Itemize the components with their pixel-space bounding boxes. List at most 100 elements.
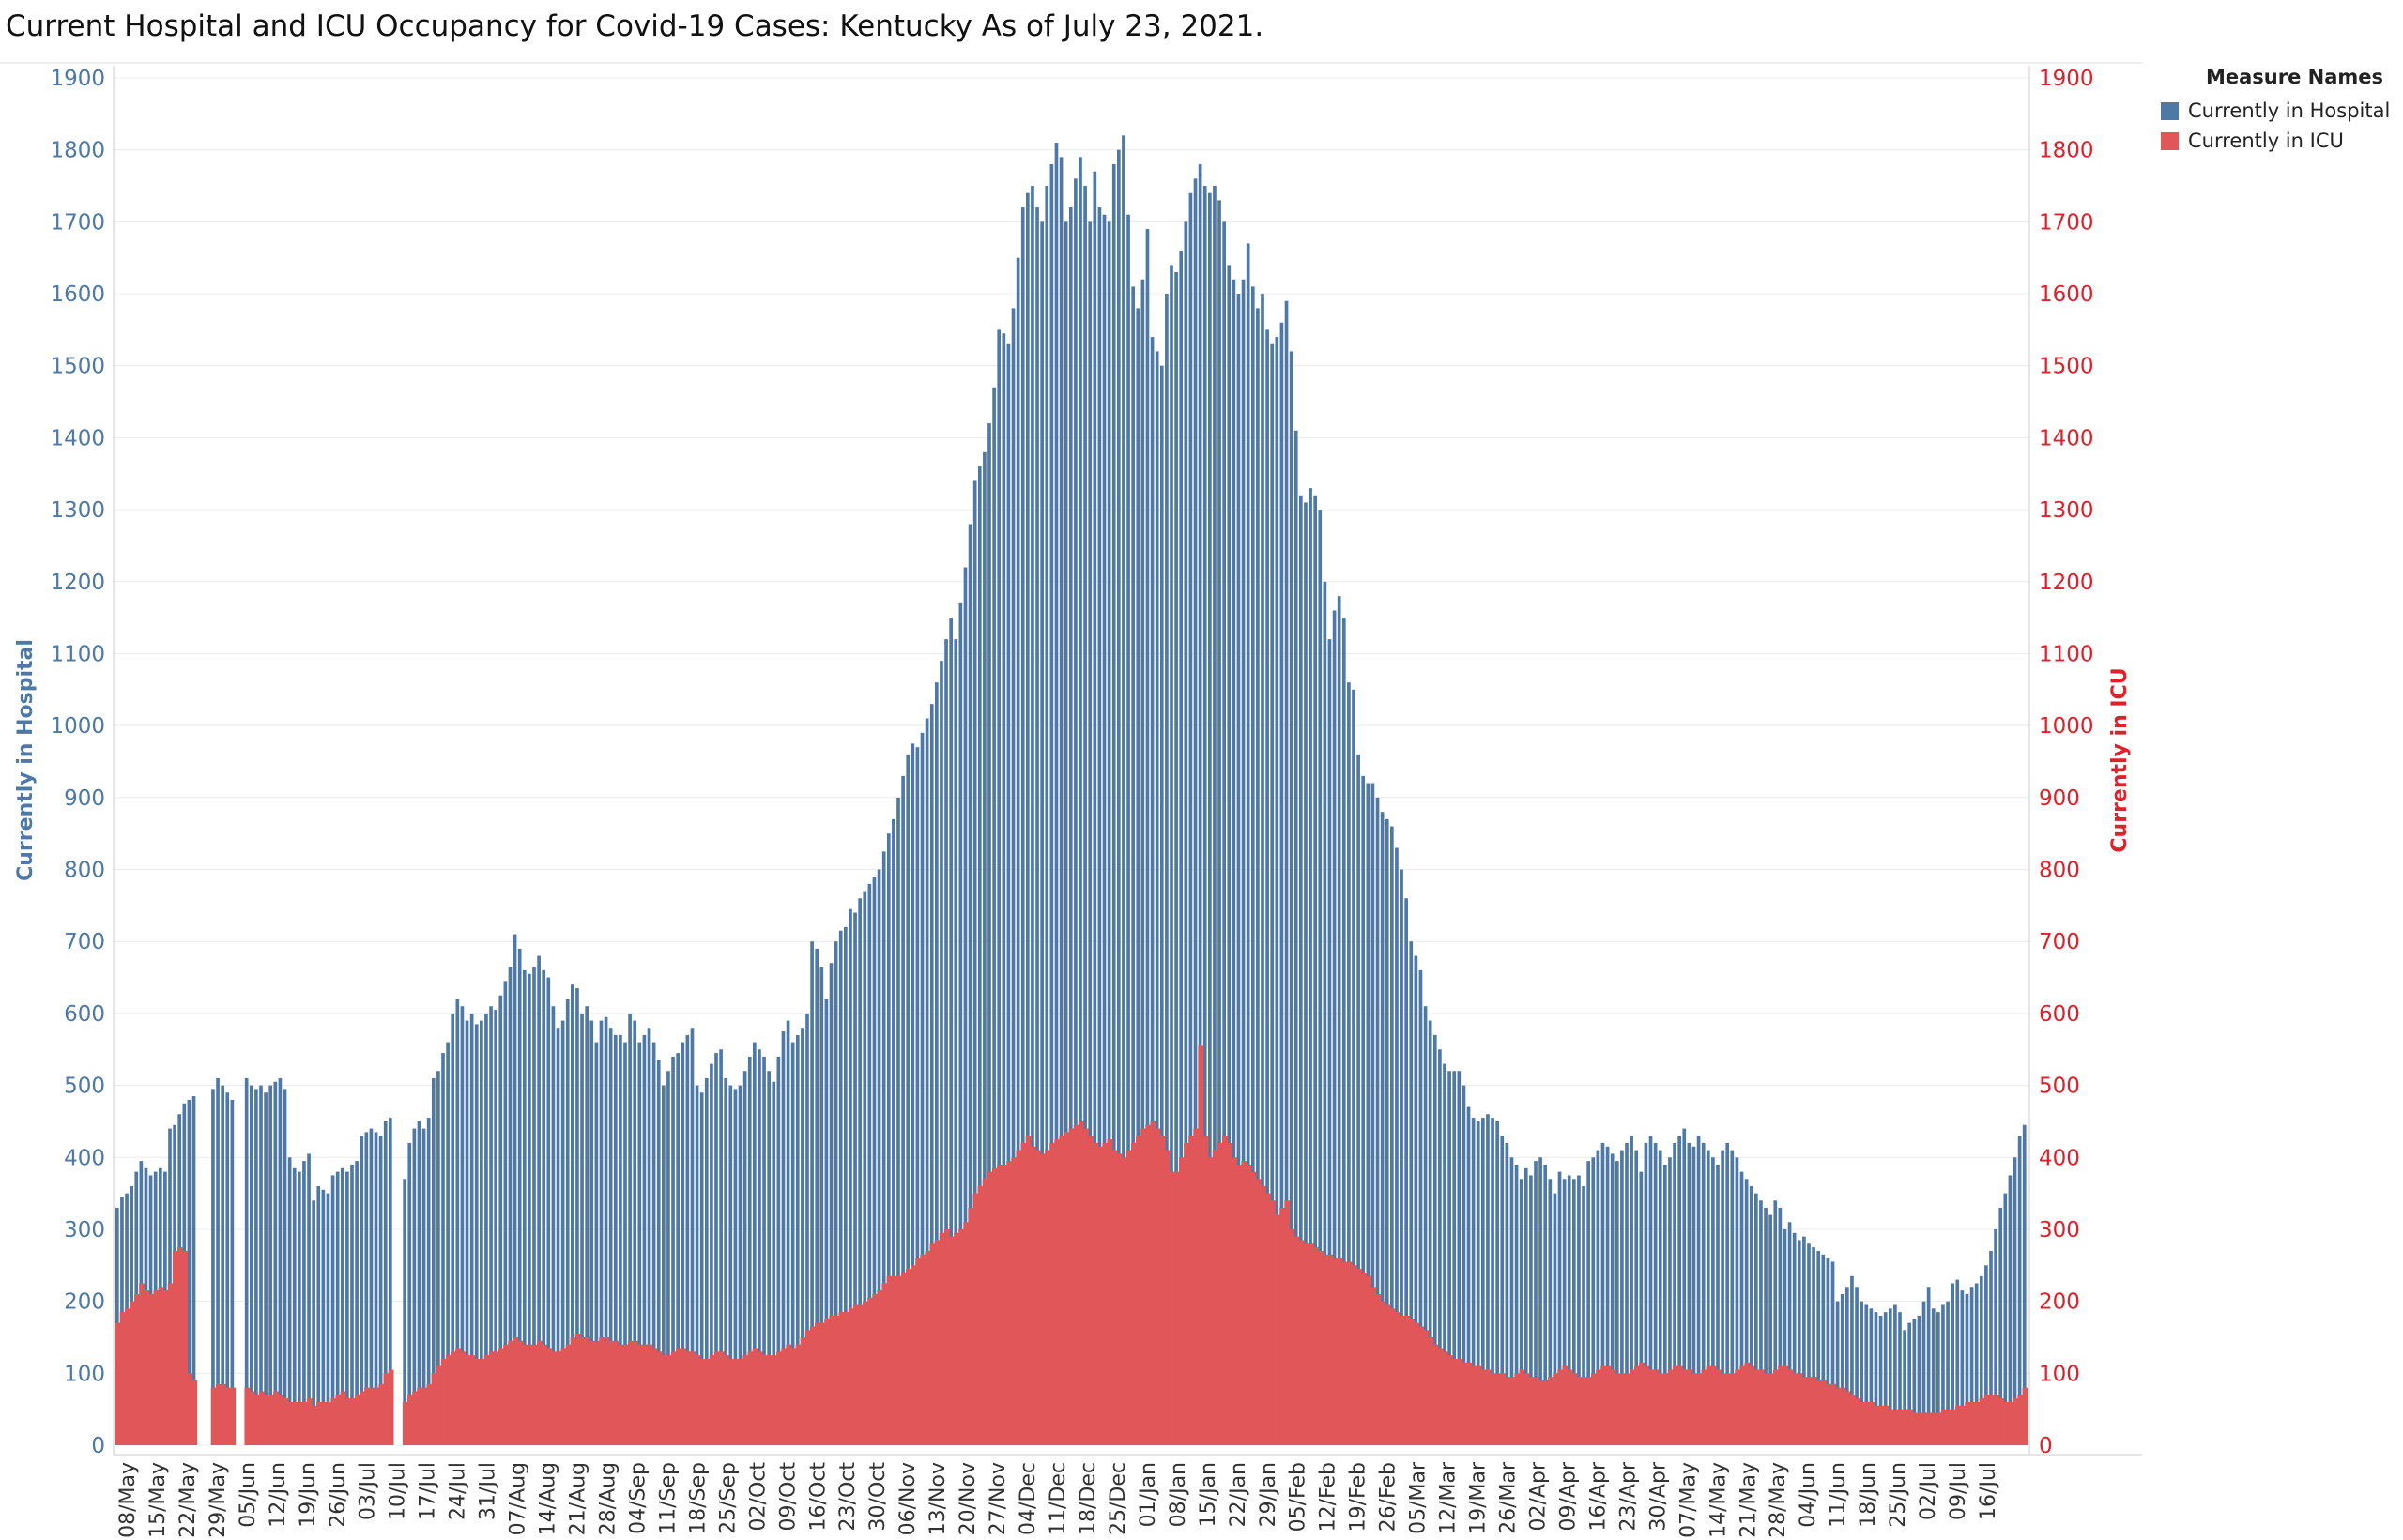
bar-hospital[interactable] <box>1299 495 1303 1445</box>
bar-icu[interactable] <box>129 1301 135 1445</box>
bar-hospital[interactable] <box>642 1034 647 1445</box>
bar-icu[interactable] <box>1275 1214 1280 1445</box>
bar-icu[interactable] <box>1140 1128 1147 1445</box>
bar-icu[interactable] <box>182 1250 188 1445</box>
bar-hospital[interactable] <box>1452 1071 1457 1445</box>
bar-hospital[interactable] <box>571 984 574 1445</box>
bar-hospital[interactable] <box>738 1085 742 1445</box>
bar-hospital[interactable] <box>283 1089 287 1445</box>
bar-hospital[interactable] <box>1946 1301 1950 1445</box>
bar-hospital[interactable] <box>1193 178 1198 1445</box>
bar-hospital[interactable] <box>259 1085 263 1445</box>
bar-hospital[interactable] <box>1385 818 1389 1445</box>
bar-hospital[interactable] <box>1227 265 1232 1446</box>
bar-hospital[interactable] <box>790 1042 795 1445</box>
bar-icu[interactable] <box>1155 1128 1161 1445</box>
bar-hospital[interactable] <box>1869 1308 1874 1445</box>
bar-icu[interactable] <box>556 1351 562 1445</box>
bar-icu[interactable] <box>604 1336 610 1445</box>
bar-icu[interactable] <box>742 1355 749 1445</box>
bar-hospital[interactable] <box>1797 1240 1801 1445</box>
bar-hospital[interactable] <box>1179 251 1184 1445</box>
bar-icu[interactable] <box>2008 1401 2014 1445</box>
bar-hospital[interactable] <box>920 732 925 1445</box>
bar-icu[interactable] <box>1596 1369 1602 1445</box>
bar-hospital[interactable] <box>1787 1222 1792 1445</box>
bar-icu[interactable] <box>1940 1409 1947 1445</box>
bar-icu[interactable] <box>1667 1369 1674 1445</box>
bar-icu[interactable] <box>2013 1398 2019 1445</box>
bar-icu[interactable] <box>1739 1365 1746 1445</box>
bar-hospital[interactable] <box>1438 1049 1442 1445</box>
bar-icu[interactable] <box>541 1344 547 1445</box>
bar-icu[interactable] <box>929 1243 936 1445</box>
bar-icu[interactable] <box>1542 1380 1549 1445</box>
bar-icu[interactable] <box>148 1293 155 1445</box>
bar-hospital[interactable] <box>1735 1157 1739 1445</box>
bar-hospital[interactable] <box>1126 214 1130 1446</box>
bar-hospital[interactable] <box>551 1006 556 1445</box>
bar-icu[interactable] <box>651 1348 658 1445</box>
bar-icu[interactable] <box>757 1351 763 1445</box>
bar-hospital[interactable] <box>383 1121 388 1445</box>
bar-icu[interactable] <box>440 1358 447 1445</box>
bar-hospital[interactable] <box>772 1081 776 1445</box>
bar-hospital[interactable] <box>1188 192 1193 1446</box>
bar-hospital[interactable] <box>872 877 877 1445</box>
bar-hospital[interactable] <box>1198 164 1202 1446</box>
bar-icu[interactable] <box>402 1401 408 1445</box>
bar-hospital[interactable] <box>877 869 881 1445</box>
bar-hospital[interactable] <box>1093 171 1097 1446</box>
bar-hospital[interactable] <box>1165 294 1169 1446</box>
bar-icu[interactable] <box>450 1351 456 1445</box>
bar-hospital[interactable] <box>1821 1254 1826 1445</box>
bar-hospital[interactable] <box>1625 1142 1629 1445</box>
bar-hospital[interactable] <box>249 1085 253 1445</box>
bar-icu[interactable] <box>1624 1373 1630 1445</box>
bar-hospital[interactable] <box>1951 1283 1954 1445</box>
bar-hospital[interactable] <box>474 1024 479 1445</box>
bar-icu[interactable] <box>1227 1142 1232 1445</box>
bar-icu[interactable] <box>1409 1319 1415 1445</box>
bar-hospital[interactable] <box>335 1171 340 1445</box>
bar-hospital[interactable] <box>187 1099 191 1445</box>
bar-hospital[interactable] <box>1509 1157 1514 1445</box>
bar-icu[interactable] <box>1687 1369 1693 1445</box>
bar-icu[interactable] <box>1068 1128 1075 1445</box>
bar-icu[interactable] <box>119 1312 126 1445</box>
bar-hospital[interactable] <box>983 451 987 1445</box>
bar-icu[interactable] <box>1250 1171 1257 1445</box>
bar-icu[interactable] <box>895 1275 902 1445</box>
bar-icu[interactable] <box>886 1275 893 1445</box>
bar-icu[interactable] <box>776 1351 783 1445</box>
bar-hospital[interactable] <box>1663 1164 1667 1445</box>
bar-hospital[interactable] <box>465 1020 469 1445</box>
bar-icu[interactable] <box>1801 1377 1808 1445</box>
bar-hospital[interactable] <box>977 466 982 1445</box>
bar-icu[interactable] <box>1385 1304 1391 1445</box>
bar-hospital[interactable] <box>1596 1150 1600 1445</box>
bar-icu[interactable] <box>1346 1261 1353 1445</box>
bar-icu[interactable] <box>838 1312 845 1445</box>
bar-hospital[interactable] <box>211 1089 215 1445</box>
bar-icu[interactable] <box>1955 1405 1961 1445</box>
bar-hospital[interactable] <box>1097 207 1102 1445</box>
bar-hospital[interactable] <box>838 930 843 1445</box>
bar-icu[interactable] <box>144 1290 150 1445</box>
bar-hospital[interactable] <box>651 1042 656 1445</box>
bar-icu[interactable] <box>1792 1373 1798 1445</box>
bar-hospital[interactable] <box>1284 300 1289 1445</box>
bar-hospital[interactable] <box>1293 430 1298 1445</box>
bar-icu[interactable] <box>1878 1405 1885 1445</box>
bar-hospital[interactable] <box>407 1142 412 1445</box>
bar-hospital[interactable] <box>494 1010 497 1445</box>
bar-icu[interactable] <box>1428 1336 1434 1445</box>
bar-icu[interactable] <box>431 1373 437 1445</box>
bar-hospital[interactable] <box>484 1013 488 1445</box>
bar-hospital[interactable] <box>1366 783 1370 1445</box>
bar-icu[interactable] <box>1097 1146 1104 1445</box>
bar-hospital[interactable] <box>264 1092 268 1445</box>
bar-hospital[interactable] <box>1250 286 1255 1445</box>
bar-hospital[interactable] <box>1979 1275 1983 1445</box>
bar-icu[interactable] <box>1020 1142 1027 1445</box>
